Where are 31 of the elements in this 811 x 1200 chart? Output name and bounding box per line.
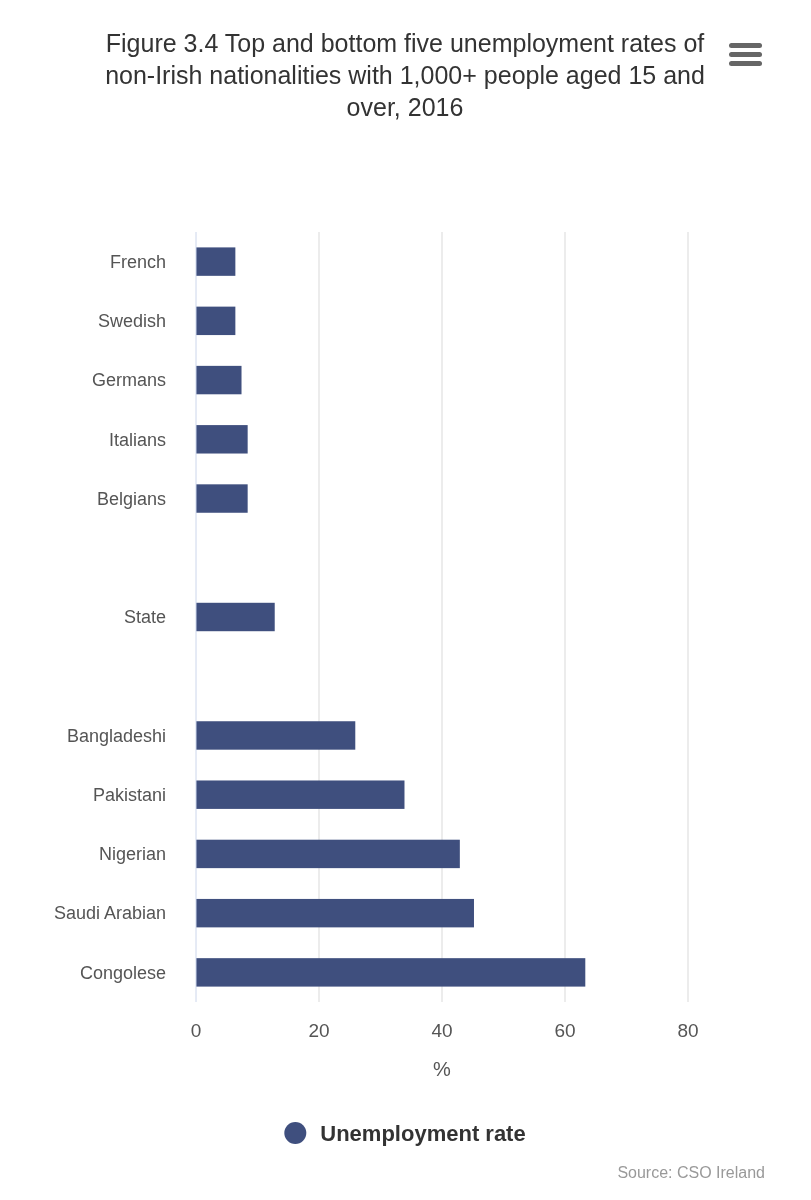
chart-title: Figure 3.4 Top and bottom five unemployment rates of non-Irish nationalities with 1,000+ people aged 15 and over, 2016 <box>105 29 705 121</box>
y-tick-label: Swedish <box>97 311 166 332</box>
y-tick-label: Pakistani <box>92 784 166 805</box>
y-tick-label: Saudi Arabian <box>53 903 166 924</box>
y-tick-label: Italians <box>108 429 166 450</box>
bar <box>196 839 460 869</box>
y-tick-label: State <box>123 607 166 628</box>
x-tick-label: 80 <box>677 1020 699 1041</box>
x-tick-label: 60 <box>554 1020 576 1041</box>
y-tick-label: Belgians <box>96 488 166 509</box>
source-note: Source: CSO Ireland <box>617 1164 765 1181</box>
y-tick-label: Nigerian <box>98 844 166 865</box>
y-tick-label: Bangladeshi <box>66 725 166 746</box>
x-tick-label: 40 <box>431 1020 453 1041</box>
bar <box>196 247 236 276</box>
bar <box>196 306 236 336</box>
bar <box>196 898 474 928</box>
bar <box>196 958 586 987</box>
bar <box>196 721 356 750</box>
bar <box>196 602 275 632</box>
x-tick-label: 20 <box>308 1020 330 1041</box>
bar <box>196 365 242 395</box>
x-axis-title: % <box>433 1058 452 1080</box>
y-tick-label: Germans <box>91 370 166 391</box>
legend-label: Unemployment rate <box>320 1121 526 1146</box>
x-tick-label: 0 <box>190 1020 202 1041</box>
bar <box>196 484 248 513</box>
y-tick-label: Congolese <box>79 962 166 983</box>
y-tick-label: French <box>109 251 166 272</box>
bar <box>196 425 248 454</box>
bar <box>196 780 405 809</box>
